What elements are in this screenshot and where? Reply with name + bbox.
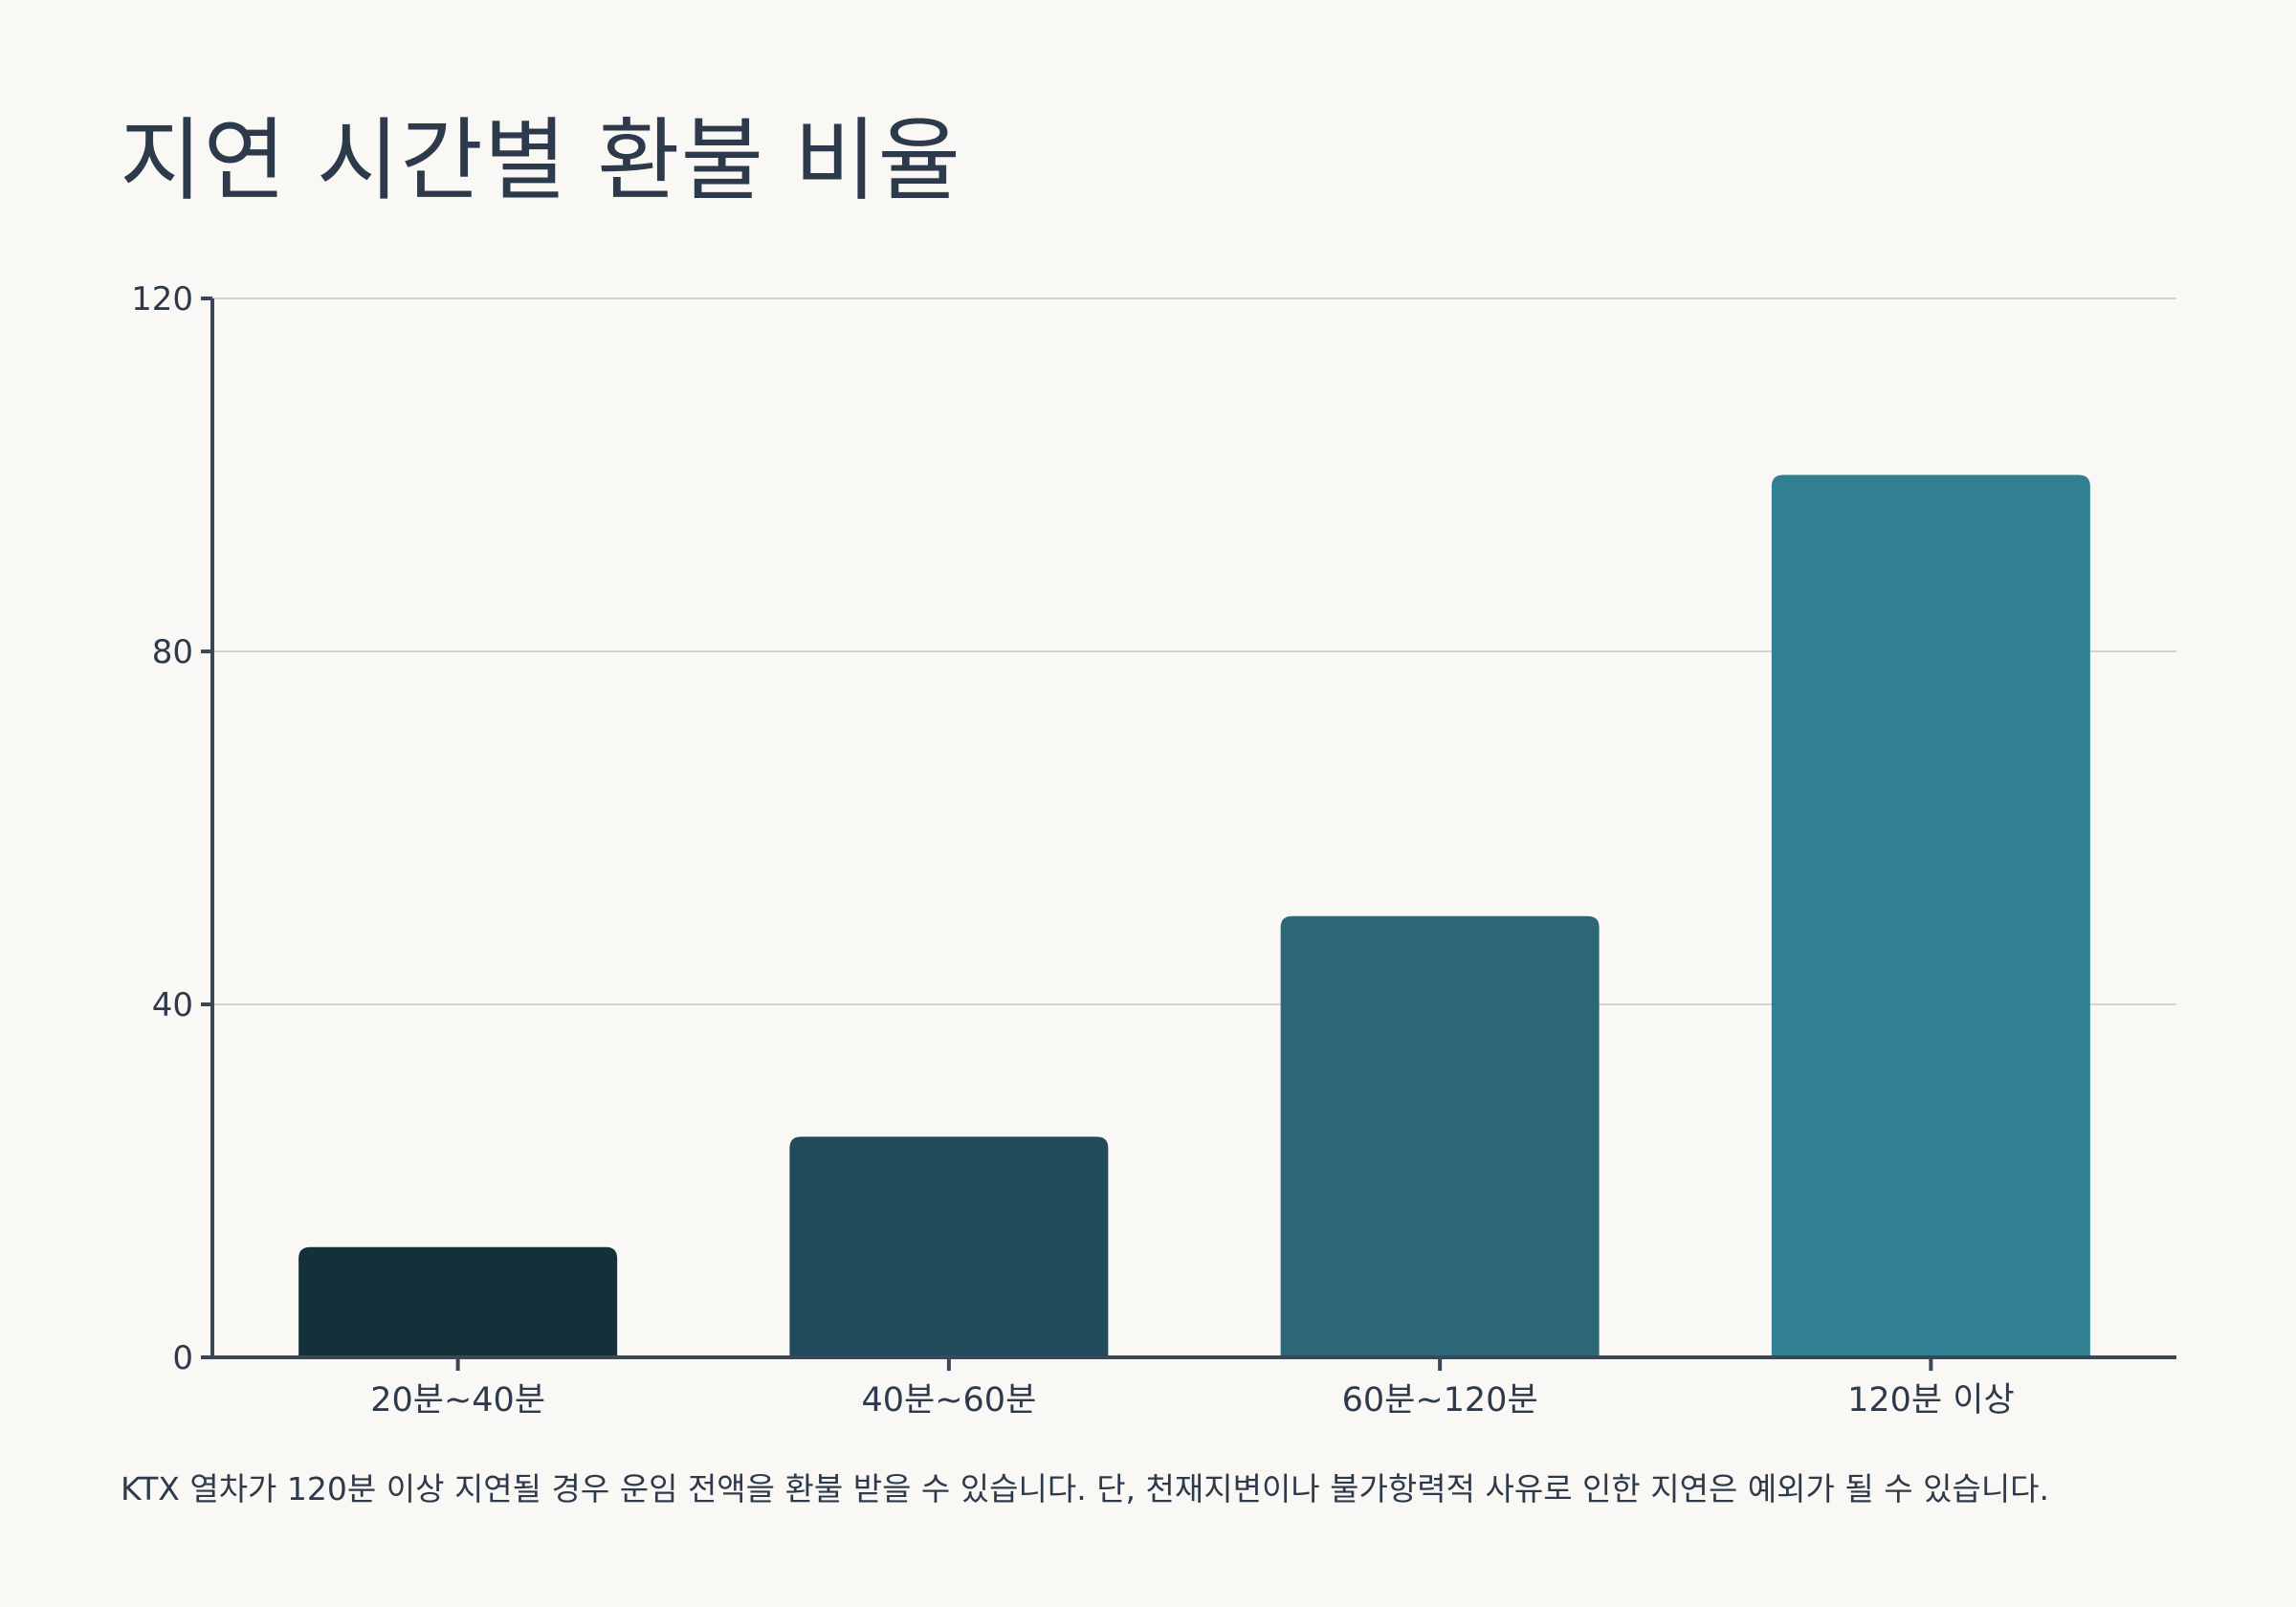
x-tick-label: 60분~120분 [1342,1381,1538,1420]
y-tick-label: 80 [152,633,193,671]
y-tick-label: 0 [172,1339,193,1377]
y-tick-label: 40 [152,986,193,1024]
x-tick-label: 40분~60분 [861,1381,1036,1420]
x-tick-label: 120분 이상 [1847,1381,2015,1420]
bar [298,1246,618,1357]
x-tick-label: 20분~40분 [370,1381,545,1420]
bars [298,474,2090,1357]
tick-labels: 0 40 80 120 20분~40분 40분~60분 60분~120분 120분 이상 [131,280,2015,1420]
y-tick-label: 120 [131,280,193,319]
bar [1771,474,2090,1357]
chart-title: 지연 시간별 환불 비율 [120,109,961,213]
bar [789,1136,1109,1357]
axes [201,297,2176,1371]
chart-caption: KTX 열차가 120분 이상 지연될 경우 운임 전액을 환불 받을 수 있습… [121,1470,2050,1508]
bar [1280,915,1600,1357]
